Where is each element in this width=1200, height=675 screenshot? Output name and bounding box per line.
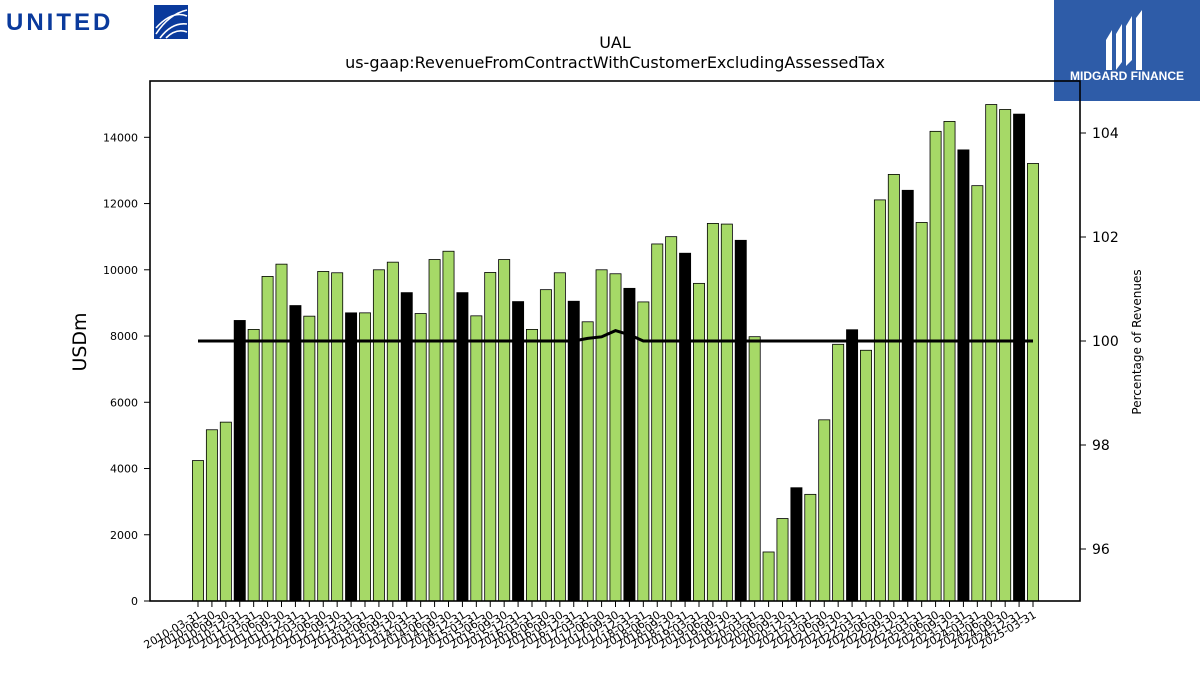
- revenue-bar: [679, 252, 692, 602]
- revenue-bar: [233, 320, 246, 602]
- revenue-bar: [873, 199, 886, 602]
- revenue-bar: [275, 263, 288, 602]
- revenue-bar: [818, 419, 831, 602]
- midgard-logo-text: MIDGARD FINANCE: [1070, 69, 1184, 83]
- y-tick-label: 14000: [103, 131, 138, 144]
- revenue-bar: [901, 189, 914, 602]
- united-logo-text: UNITED: [6, 9, 113, 36]
- y2-axis-label: Percentage of Revenues: [1130, 269, 1144, 414]
- plot-frame: [149, 80, 1081, 602]
- revenue-bar: [303, 315, 316, 602]
- midgard-mark-icon: [1106, 10, 1142, 70]
- y-axis: 0 2000 4000 6000 8000 10000 12000 14000: [103, 131, 150, 608]
- revenue-bar: [345, 312, 358, 602]
- chart-subtitle: us-gaap:RevenueFromContractWithCustomerE…: [345, 53, 885, 72]
- y-tick-label: 8000: [110, 330, 138, 343]
- revenue-bar: [386, 261, 399, 602]
- revenue-bar: [526, 329, 538, 602]
- revenue-bar: [762, 551, 775, 602]
- y2-axis: 96 98 100 102 104: [1080, 126, 1119, 558]
- revenue-bar: [289, 305, 302, 602]
- revenue-bar: [400, 292, 413, 602]
- revenue-bar: [776, 518, 789, 602]
- revenue-bar: [943, 121, 956, 602]
- revenue-bar: [860, 349, 872, 602]
- y-tick-label: 0: [131, 595, 138, 608]
- revenue-bar: [372, 269, 385, 602]
- revenue-bar: [1027, 163, 1039, 602]
- revenue-bar: [832, 343, 845, 602]
- y2-tick-label: 100: [1092, 334, 1119, 350]
- pct-line-group: [198, 329, 1033, 343]
- revenue-bar: [247, 329, 260, 602]
- revenue-bar: [985, 104, 998, 602]
- bars-group: [192, 104, 1039, 602]
- revenue-bar: [261, 276, 274, 602]
- y-tick-label: 10000: [103, 264, 138, 277]
- revenue-bar: [317, 271, 330, 602]
- revenue-bar: [484, 272, 497, 602]
- revenue-bar: [595, 269, 608, 602]
- revenue-bar: [581, 321, 594, 602]
- revenue-bar: [915, 222, 928, 602]
- y-tick-label: 4000: [110, 463, 138, 476]
- united-logo: UNITED: [4, 4, 204, 44]
- revenue-bar: [205, 429, 218, 602]
- revenue-bar: [748, 336, 761, 602]
- pct-of-revenues-line: [198, 329, 1033, 343]
- revenue-bar: [567, 300, 580, 602]
- y2-tick-label: 98: [1092, 438, 1110, 454]
- revenue-bar: [470, 315, 483, 602]
- chart-title: UAL: [599, 33, 631, 52]
- y-tick-label: 12000: [103, 198, 138, 211]
- x-axis: 2010-03-312010-06-302010-09-302010-12-31…: [142, 601, 1039, 652]
- revenue-bar: [999, 109, 1012, 602]
- y2-tick-label: 104: [1092, 126, 1119, 142]
- revenue-bar: [971, 185, 984, 602]
- y-tick-label: 6000: [110, 396, 138, 409]
- revenue-bar: [1013, 113, 1026, 602]
- revenue-bar: [651, 243, 664, 602]
- revenue-bar: [846, 329, 859, 602]
- revenue-bar: [720, 223, 733, 602]
- revenue-bar: [637, 301, 650, 602]
- y2-tick-label: 96: [1092, 542, 1110, 558]
- revenue-bar: [665, 236, 678, 602]
- revenue-bar: [498, 259, 511, 602]
- revenue-bar: [219, 421, 232, 602]
- revenue-bar: [456, 292, 469, 602]
- y-axis-label: USDm: [69, 312, 91, 371]
- revenue-bar: [442, 250, 455, 602]
- revenue-bar: [693, 282, 705, 602]
- revenue-bar: [957, 149, 970, 602]
- y-tick-label: 2000: [110, 529, 138, 542]
- revenue-bar: [804, 493, 817, 602]
- revenue-bar: [929, 130, 942, 602]
- revenue-bar: [887, 173, 900, 602]
- revenue-bar: [428, 259, 441, 602]
- revenue-bar: [414, 313, 427, 602]
- revenue-bar: [706, 223, 719, 602]
- revenue-bar: [790, 487, 803, 602]
- midgard-finance-logo: MIDGARD FINANCE: [1054, 0, 1200, 101]
- revenue-bar: [539, 289, 552, 602]
- revenue-bar: [512, 301, 525, 602]
- revenue-bar: [734, 239, 747, 602]
- y2-tick-label: 102: [1092, 230, 1119, 246]
- revenue-bar: [331, 272, 344, 602]
- revenue-bar: [359, 312, 371, 602]
- revenue-bar: [609, 273, 622, 602]
- revenue-bar: [553, 272, 566, 602]
- globe-icon: [154, 5, 188, 39]
- revenue-bar: [192, 460, 204, 602]
